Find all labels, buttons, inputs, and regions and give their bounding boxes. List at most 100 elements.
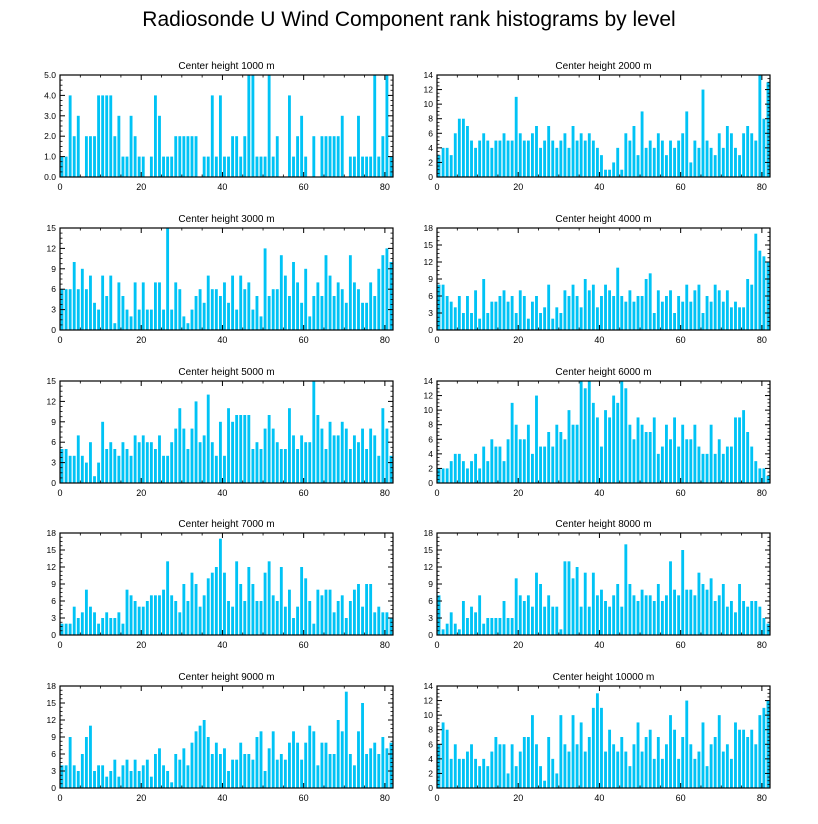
histogram-bar (514, 424, 518, 483)
histogram-bar (526, 595, 530, 635)
histogram-bar (559, 140, 563, 177)
histogram-bar (616, 402, 620, 483)
histogram-bar (381, 408, 385, 483)
histogram-bar (539, 766, 542, 788)
histogram-bar (738, 307, 741, 330)
histogram-bar (64, 289, 68, 330)
histogram-bar (182, 748, 186, 788)
histogram-bar (705, 140, 709, 177)
histogram-bar (478, 766, 482, 788)
histogram-bar (381, 136, 385, 177)
histogram-bar (457, 758, 461, 788)
histogram-bar (133, 282, 137, 330)
y-tick-label: 2 (428, 768, 433, 778)
histogram-bar (352, 156, 356, 177)
histogram-bar (308, 601, 312, 635)
x-tick-label: 40 (217, 488, 227, 498)
histogram-bar (677, 140, 681, 177)
histogram-bar (502, 290, 506, 330)
histogram-bar (72, 765, 76, 788)
histogram-bar (673, 589, 676, 635)
histogram-bar (60, 623, 64, 635)
histogram-bar (600, 446, 603, 483)
histogram-bar (263, 156, 267, 177)
histogram-bar (101, 618, 105, 635)
histogram-bar (300, 115, 304, 177)
histogram-bar (97, 462, 101, 483)
histogram-bar (612, 162, 616, 177)
histogram-bar (340, 731, 344, 788)
histogram-bar (312, 381, 316, 483)
histogram-bar (308, 725, 312, 788)
histogram-bar (555, 307, 559, 330)
histogram-bar (502, 601, 506, 635)
histogram-bar (575, 296, 579, 330)
histogram-bar (510, 618, 514, 635)
histogram-bar (547, 284, 551, 330)
histogram-bar (267, 748, 271, 788)
histogram-bar (494, 140, 498, 177)
histogram-bar (608, 290, 612, 330)
histogram-bar (559, 313, 563, 330)
histogram-bar (133, 601, 137, 635)
histogram-bar (357, 584, 360, 635)
histogram-bar (486, 140, 490, 177)
histogram-bar (624, 133, 628, 177)
histogram-bar (669, 290, 672, 330)
histogram-bar (734, 417, 737, 483)
histogram-bar (210, 95, 214, 177)
histogram-bar (296, 136, 299, 177)
histogram-bar (600, 707, 603, 788)
y-tick-label: 12 (47, 396, 57, 406)
histogram-bar (231, 136, 235, 177)
y-tick-label: 0.0 (44, 172, 56, 182)
histogram-bar (673, 729, 676, 788)
y-tick-label: 3 (51, 613, 56, 623)
histogram-bar (178, 408, 182, 483)
histogram-bar (474, 758, 478, 788)
histogram-bar (575, 744, 579, 788)
histogram-bar (129, 316, 133, 330)
histogram-bar (514, 578, 518, 635)
histogram-bar (263, 771, 267, 788)
histogram-bar (316, 589, 320, 635)
histogram-bar (474, 147, 478, 177)
histogram-bar (324, 589, 328, 635)
histogram-bar (271, 156, 275, 177)
histogram-bar (300, 567, 304, 635)
histogram-bar (332, 435, 336, 483)
histogram-bar (620, 169, 624, 177)
histogram-bar (514, 766, 518, 788)
histogram-bar (660, 140, 664, 177)
histogram-bar (526, 140, 530, 177)
y-tick-label: 12 (424, 85, 434, 95)
histogram-bar (729, 307, 733, 330)
histogram-bar (628, 584, 632, 635)
histogram-bar (149, 595, 153, 635)
histogram-bar (121, 296, 125, 330)
histogram-bar (129, 771, 133, 788)
histogram-bar (445, 623, 449, 635)
y-tick-label: 9 (51, 417, 56, 427)
y-tick-label: 9 (428, 274, 433, 284)
histogram-bar (717, 715, 721, 788)
histogram-bar (288, 589, 291, 635)
histogram-bar (514, 96, 518, 177)
histogram-bar (271, 289, 275, 330)
histogram-bar (738, 584, 741, 635)
histogram-panel: Center height 6000 m 0 20 40 60 80 0 2 4 6 8 10 12 14 (424, 367, 771, 498)
histogram-bar (510, 296, 514, 330)
histogram-bar (210, 572, 214, 635)
histogram-bar (202, 302, 206, 330)
histogram-bar (665, 155, 668, 177)
histogram-bar (336, 720, 340, 788)
histogram-bar (526, 737, 530, 788)
histogram-bar (141, 156, 145, 177)
histogram-bar (361, 156, 364, 177)
histogram-bar (194, 401, 198, 483)
histogram-bar (539, 313, 542, 330)
histogram-bar (490, 301, 494, 330)
histogram-bar (498, 446, 502, 483)
histogram-bar (478, 318, 482, 330)
histogram-bar (648, 729, 652, 788)
